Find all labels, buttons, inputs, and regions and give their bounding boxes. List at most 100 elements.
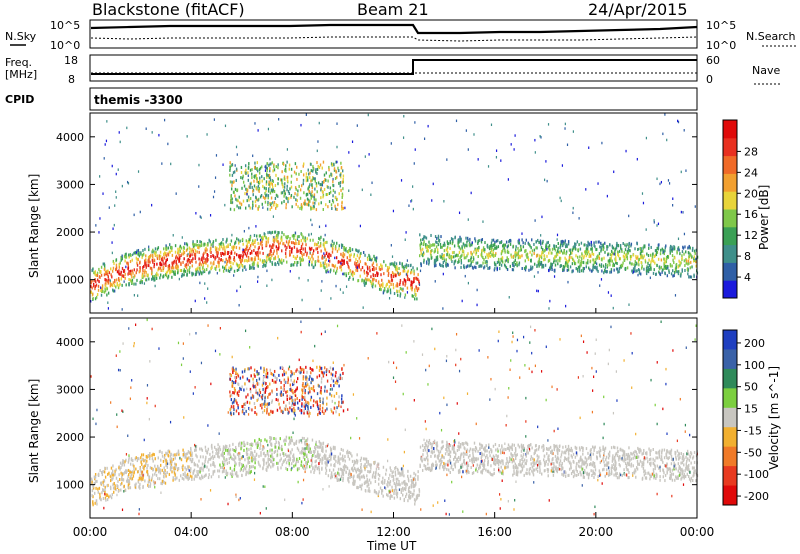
power-mark bbox=[675, 262, 678, 266]
power-mark bbox=[165, 246, 167, 250]
power-mark bbox=[677, 272, 680, 276]
velocity-mark bbox=[270, 460, 272, 464]
power-mark bbox=[386, 290, 388, 294]
power-mark bbox=[331, 239, 334, 243]
power-mark bbox=[165, 259, 167, 263]
power-mark bbox=[422, 251, 425, 254]
velocity-mark bbox=[371, 475, 374, 479]
velocity-mark bbox=[222, 445, 225, 449]
power-mark bbox=[471, 243, 473, 247]
power-mark bbox=[593, 241, 595, 245]
velocity-mark bbox=[254, 461, 256, 465]
velocity-mark bbox=[398, 471, 401, 475]
power-mark bbox=[341, 207, 343, 211]
power-mark bbox=[600, 278, 603, 281]
power-mark bbox=[302, 173, 305, 177]
power-mark bbox=[395, 262, 398, 266]
velocity-mark bbox=[422, 448, 425, 452]
power-mark bbox=[94, 279, 96, 283]
power-mark bbox=[476, 288, 478, 292]
power-mark bbox=[147, 255, 150, 259]
power-mark bbox=[475, 250, 478, 254]
power-mark bbox=[302, 247, 304, 251]
power-mark bbox=[247, 171, 249, 175]
power-mark bbox=[658, 265, 661, 269]
power-mark bbox=[218, 242, 221, 246]
power-mark bbox=[483, 250, 486, 254]
power-mark bbox=[273, 257, 275, 261]
power-mark bbox=[231, 173, 234, 177]
velocity-mark bbox=[174, 467, 176, 471]
power-mark bbox=[662, 132, 664, 136]
velocity-mark bbox=[475, 447, 478, 451]
power-mark bbox=[629, 249, 631, 253]
power-mark bbox=[269, 250, 271, 254]
power-mark bbox=[587, 258, 589, 262]
velocity-mark bbox=[198, 459, 200, 463]
power-mark bbox=[223, 244, 225, 248]
power-mark bbox=[129, 260, 132, 264]
power-mark bbox=[548, 269, 550, 273]
velocity-mark bbox=[557, 448, 559, 452]
power-mark bbox=[238, 303, 240, 307]
power-mark bbox=[175, 254, 178, 258]
power-mark bbox=[229, 173, 231, 177]
power-mark bbox=[578, 267, 581, 271]
power-mark bbox=[291, 250, 293, 254]
ytick-label: 2000 bbox=[56, 226, 84, 239]
power-mark bbox=[690, 275, 693, 279]
power-mark bbox=[482, 246, 485, 250]
power-mark bbox=[616, 262, 618, 266]
power-mark bbox=[168, 250, 171, 254]
power-mark bbox=[559, 264, 561, 268]
power-mark bbox=[602, 264, 605, 268]
power-mark bbox=[283, 189, 286, 193]
power-mark bbox=[575, 242, 577, 246]
velocity-mark bbox=[129, 470, 131, 474]
velocity-mark bbox=[612, 454, 614, 458]
velocity-mark bbox=[305, 439, 307, 443]
power-mark bbox=[464, 274, 466, 278]
power-mark bbox=[574, 242, 576, 246]
power-mark bbox=[387, 271, 390, 275]
power-mark bbox=[195, 243, 197, 247]
power-mark bbox=[297, 260, 299, 264]
velocity-mark bbox=[110, 496, 113, 500]
power-mark bbox=[256, 263, 259, 267]
power-mark bbox=[488, 266, 491, 270]
power-mark bbox=[509, 264, 512, 268]
power-mark bbox=[168, 269, 170, 273]
power-mark bbox=[442, 243, 445, 247]
power-mark bbox=[245, 168, 247, 172]
power-mark bbox=[645, 272, 648, 276]
velocity-mark bbox=[92, 486, 95, 490]
power-mark bbox=[540, 136, 542, 139]
velocity-mark bbox=[649, 477, 651, 481]
velocity-mark bbox=[196, 475, 198, 479]
power-mark bbox=[534, 151, 536, 154]
power-mark bbox=[184, 242, 186, 246]
power-mark bbox=[628, 241, 631, 245]
velocity-mark bbox=[195, 453, 197, 457]
velocity-mark bbox=[159, 463, 162, 467]
power-mark bbox=[315, 247, 317, 251]
power-mark bbox=[245, 239, 248, 243]
power-mark bbox=[430, 233, 432, 237]
velocity-mark bbox=[161, 468, 163, 472]
power-mark bbox=[269, 157, 271, 161]
power-mark bbox=[501, 244, 504, 248]
velocity-mark bbox=[556, 467, 558, 471]
velocity-mark bbox=[507, 447, 510, 451]
power-mark bbox=[145, 278, 148, 282]
power-mark bbox=[445, 263, 447, 267]
power-mark bbox=[539, 135, 541, 138]
velocity-mark bbox=[607, 466, 610, 470]
nsky-label: N.Sky bbox=[5, 30, 37, 43]
velocity-mark bbox=[264, 438, 266, 442]
power-mark bbox=[288, 167, 291, 171]
velocity-mark bbox=[428, 467, 430, 471]
power-mark bbox=[242, 180, 245, 184]
velocity-mark bbox=[157, 477, 159, 481]
power-mark bbox=[329, 270, 331, 274]
power-mark bbox=[426, 261, 428, 265]
